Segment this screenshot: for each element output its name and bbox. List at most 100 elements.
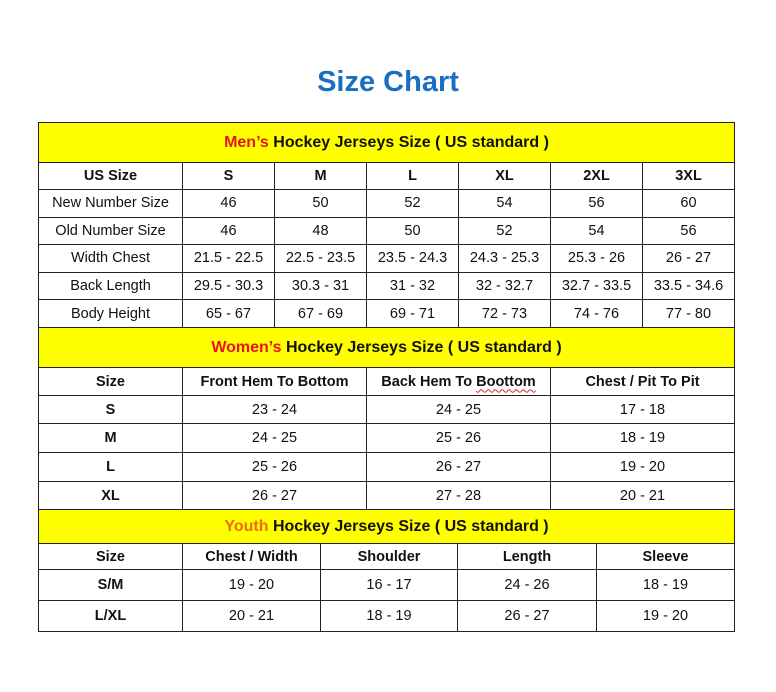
table-cell: 33.5 - 34.6 <box>642 271 735 301</box>
table-cell: 32.7 - 33.5 <box>550 271 643 301</box>
table-cell: Old Number Size <box>38 216 183 246</box>
youth-size-table: Youth Hockey Jerseys Size ( US standard … <box>38 509 735 632</box>
table-cell: 24 - 25 <box>182 423 367 453</box>
table-cell: 16 - 17 <box>320 569 458 601</box>
womens-prefix: Women’s <box>211 338 282 356</box>
table-cell: 22.5 - 23.5 <box>274 244 367 273</box>
table-cell: 27 - 28 <box>366 481 551 510</box>
column-header: S <box>182 162 275 190</box>
column-header: Back Hem To Boottom <box>366 367 551 396</box>
mens-size-table: Men’s Hockey Jerseys Size ( US standard … <box>38 122 735 328</box>
table-cell: 67 - 69 <box>274 299 367 328</box>
table-cell: 26 - 27 <box>366 452 551 482</box>
column-header: XL <box>458 162 551 190</box>
table-cell: 30.3 - 31 <box>274 271 367 301</box>
table-cell: 54 <box>550 216 643 246</box>
table-cell: 24 - 25 <box>366 395 551 424</box>
table-cell: 32 - 32.7 <box>458 271 551 301</box>
table-cell: Width Chest <box>38 244 183 273</box>
table-cell: 25 - 26 <box>366 423 551 453</box>
table-cell: 69 - 71 <box>366 299 459 328</box>
table-cell: 24 - 26 <box>457 569 597 601</box>
table-cell: 56 <box>642 216 735 246</box>
table-cell: 20 - 21 <box>550 481 735 510</box>
table-row: New Number Size 46 50 52 54 56 60 <box>38 189 735 218</box>
table-cell: 46 <box>182 216 275 246</box>
table-cell: 18 - 19 <box>320 600 458 632</box>
table-cell: S <box>38 395 183 424</box>
table-cell: 17 - 18 <box>550 395 735 424</box>
table-cell: 26 - 27 <box>182 481 367 510</box>
womens-size-table: Women’s Hockey Jerseys Size ( US standar… <box>38 327 735 510</box>
youth-prefix: Youth <box>224 517 269 535</box>
column-header: US Size <box>38 162 183 190</box>
column-header: Front Hem To Bottom <box>182 367 367 396</box>
column-header: Sleeve <box>596 543 735 570</box>
column-header: L <box>366 162 459 190</box>
table-cell: 26 - 27 <box>642 244 735 273</box>
table-row: Back Length 29.5 - 30.3 30.3 - 31 31 - 32 32… <box>38 271 735 301</box>
table-cell: 60 <box>642 189 735 218</box>
youth-section-heading: Youth Hockey Jerseys Size ( US standard … <box>38 509 735 544</box>
table-cell: 19 - 20 <box>182 569 321 601</box>
column-header: 3XL <box>642 162 735 190</box>
table-row: Body Height 65 - 67 67 - 69 69 - 71 72 - 73 7… <box>38 299 735 328</box>
table-cell: Body Height <box>38 299 183 328</box>
youth-heading: Hockey Jerseys Size ( US standard ) <box>268 517 549 535</box>
table-cell: 74 - 76 <box>550 299 643 328</box>
womens-heading: Hockey Jerseys Size ( US standard ) <box>281 338 562 356</box>
table-cell: 50 <box>274 189 367 218</box>
table-row: S/M 19 - 20 16 - 17 24 - 26 18 - 19 <box>38 569 735 601</box>
column-header: M <box>274 162 367 190</box>
table-cell: 26 - 27 <box>457 600 597 632</box>
mens-section-heading: Men’s Hockey Jerseys Size ( US standard … <box>38 122 735 163</box>
table-cell: 18 - 19 <box>596 569 735 601</box>
womens-section-heading: Women’s Hockey Jerseys Size ( US standar… <box>38 327 735 368</box>
table-cell: XL <box>38 481 183 510</box>
table-cell: 23 - 24 <box>182 395 367 424</box>
table-cell: Back Length <box>38 271 183 301</box>
column-header: 2XL <box>550 162 643 190</box>
column-header: Chest / Pit To Pit <box>550 367 735 396</box>
table-cell: 20 - 21 <box>182 600 321 632</box>
column-header: Shoulder <box>320 543 458 570</box>
table-cell: 31 - 32 <box>366 271 459 301</box>
table-cell: 25.3 - 26 <box>550 244 643 273</box>
table-cell: 48 <box>274 216 367 246</box>
column-header: Length <box>457 543 597 570</box>
table-cell: 52 <box>366 189 459 218</box>
table-row: L/XL 20 - 21 18 - 19 26 - 27 19 - 20 <box>38 600 735 632</box>
table-row: L 25 - 26 26 - 27 19 - 20 <box>38 452 735 482</box>
table-cell: M <box>38 423 183 453</box>
mens-prefix: Men’s <box>224 133 269 151</box>
table-cell: New Number Size <box>38 189 183 218</box>
table-cell: 50 <box>366 216 459 246</box>
table-cell: 21.5 - 22.5 <box>182 244 275 273</box>
header-row: Size Chest / Width Shoulder Length Sleeve <box>38 543 735 570</box>
page-title: Size Chart <box>317 66 459 98</box>
table-cell: 18 - 19 <box>550 423 735 453</box>
table-cell: S/M <box>38 569 183 601</box>
table-row: M 24 - 25 25 - 26 18 - 19 <box>38 423 735 453</box>
table-cell: 52 <box>458 216 551 246</box>
table-cell: 77 - 80 <box>642 299 735 328</box>
table-cell: 23.5 - 24.3 <box>366 244 459 273</box>
table-cell: L/XL <box>38 600 183 632</box>
table-cell: 54 <box>458 189 551 218</box>
column-header: Chest / Width <box>182 543 321 570</box>
header-row: Size Front Hem To Bottom Back Hem To Boott… <box>38 367 735 396</box>
table-cell: 19 - 20 <box>596 600 735 632</box>
header-row: US Size S M L XL 2XL 3XL <box>38 162 735 190</box>
column-header: Size <box>38 543 183 570</box>
table-cell: 65 - 67 <box>182 299 275 328</box>
table-cell: 24.3 - 25.3 <box>458 244 551 273</box>
table-row: Width Chest 21.5 - 22.5 22.5 - 23.5 23.5 - … <box>38 244 735 273</box>
column-header: Size <box>38 367 183 396</box>
table-cell: L <box>38 452 183 482</box>
table-cell: 72 - 73 <box>458 299 551 328</box>
table-row: XL 26 - 27 27 - 28 20 - 21 <box>38 481 735 510</box>
mens-heading: Hockey Jerseys Size ( US standard ) <box>268 133 549 151</box>
table-cell: 46 <box>182 189 275 218</box>
table-cell: 25 - 26 <box>182 452 367 482</box>
table-row: Old Number Size 46 48 50 52 54 56 <box>38 216 735 246</box>
